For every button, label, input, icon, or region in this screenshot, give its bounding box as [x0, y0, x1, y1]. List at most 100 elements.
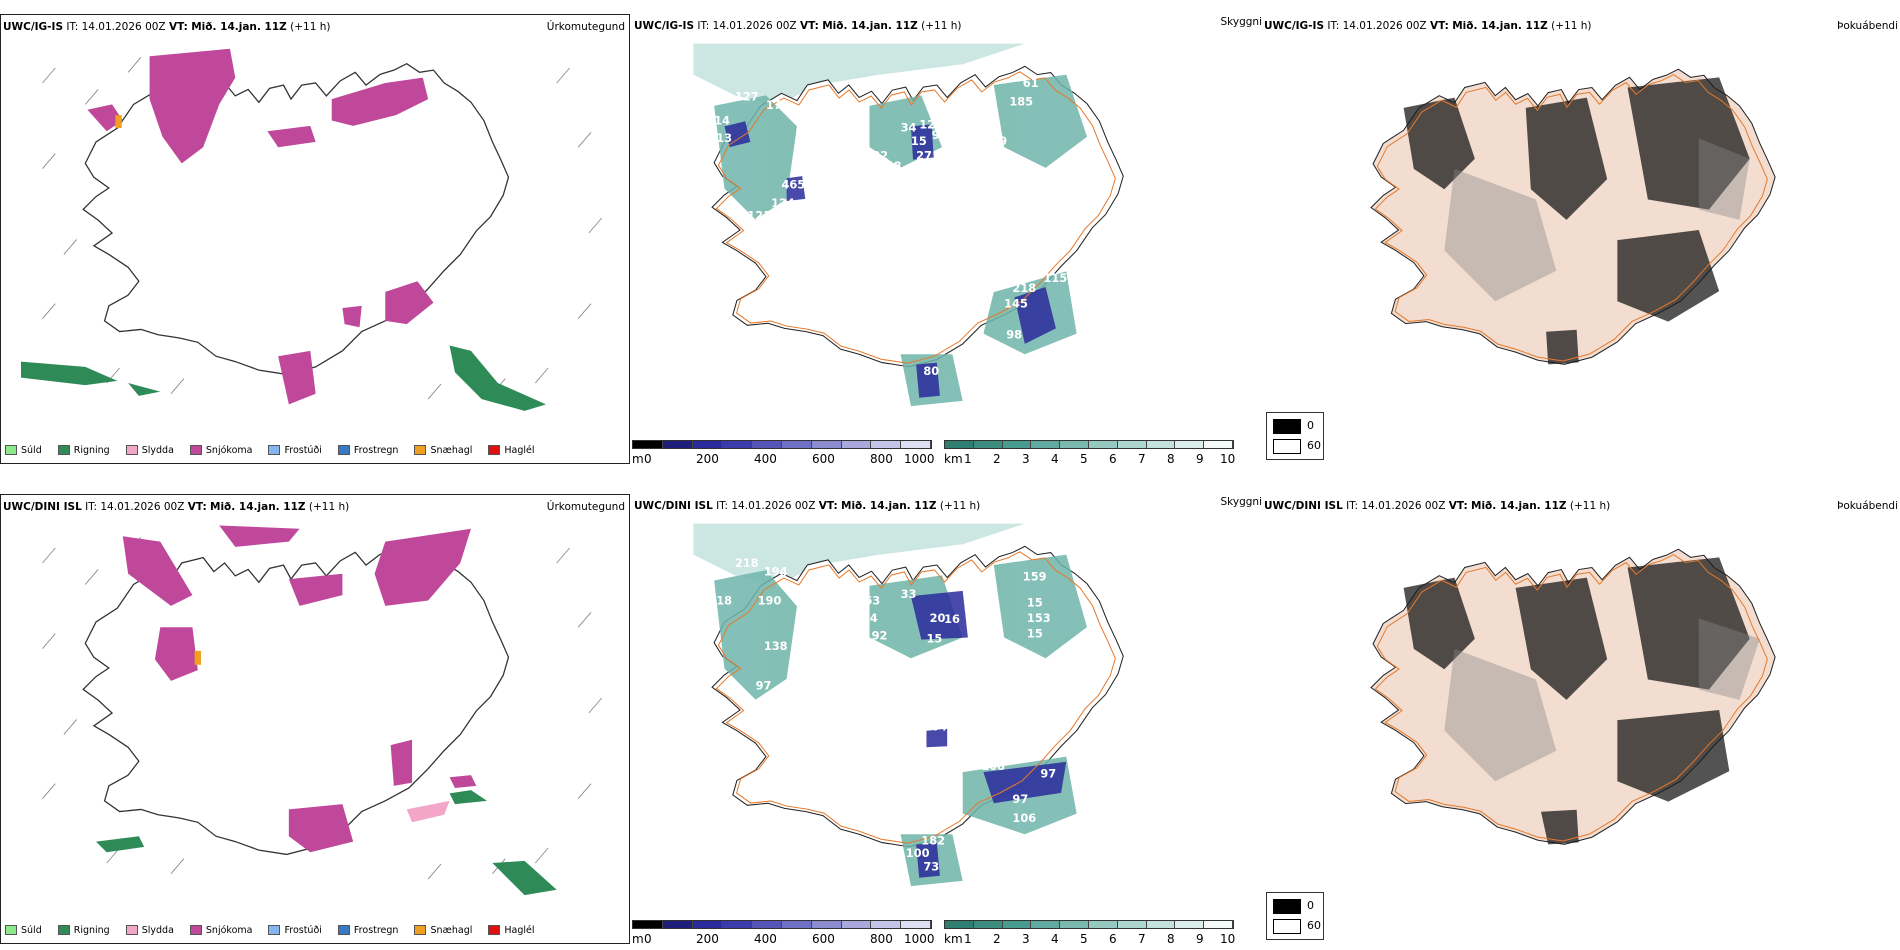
- sleet-areas: [406, 800, 450, 823]
- valid-time: Mið. 14.jan. 11Z: [822, 20, 918, 32]
- ceiling-value: 13: [961, 573, 977, 587]
- visibility-tick: 7: [1138, 452, 1146, 466]
- snow-grain-areas: [115, 115, 122, 128]
- legend-rain: Rigning: [57, 445, 110, 456]
- ceiling-value: 182: [921, 834, 945, 848]
- precip-map: [21, 48, 603, 411]
- legend-rain: Rigning: [57, 925, 110, 936]
- init-time: 14.01.2026 00Z: [100, 501, 185, 513]
- panel-header: UWC/DINI ISL IT: 14.01.2026 00Z VT: Mið.…: [634, 500, 980, 512]
- ceiling-value: 100: [906, 846, 930, 860]
- ceiling-value: 114: [854, 611, 878, 625]
- ceiling-tick: 0: [644, 452, 652, 466]
- ceiling-value: 124: [771, 196, 795, 210]
- legend-sleet: Slydda: [125, 925, 174, 936]
- visibility-tick: 4: [1051, 452, 1059, 466]
- precip-type-panel: UWC/IG-IS IT: 14.01.2026 00Z VT: Mið. 14…: [0, 14, 630, 464]
- visibility-scale: [944, 920, 1234, 929]
- precip-map: [42, 525, 603, 896]
- legend-freezing-drizzle: Frostúði: [268, 925, 322, 936]
- ceiling-scale: [632, 920, 932, 929]
- visibility-tick: 2: [993, 452, 1001, 466]
- snow-grain-areas: [194, 650, 201, 665]
- visibility-tick: 6: [1109, 932, 1117, 946]
- valid-time: Mið. 14.jan. 11Z: [210, 501, 306, 513]
- vt-label: VT:: [187, 501, 207, 513]
- ceiling-value: 15: [911, 134, 927, 148]
- visibility-tick: 3: [1022, 452, 1030, 466]
- ceiling-value: 16: [944, 612, 960, 626]
- it-label: IT:: [85, 501, 98, 513]
- legend-freezing-drizzle: Frostúði: [268, 445, 322, 456]
- it-label: IT:: [697, 20, 710, 32]
- fog-legend: 0 60: [1266, 412, 1324, 460]
- snow-areas: [122, 525, 477, 853]
- it-label: IT:: [1346, 500, 1359, 512]
- ceiling-value: 63: [864, 593, 880, 607]
- fog-indicator-panel: UWC/IG-IS IT: 14.01.2026 00Z VT: Mið. 14…: [1262, 0, 1900, 470]
- ceiling-value: 61: [1023, 76, 1039, 90]
- ceiling-unit: m: [632, 932, 644, 946]
- ceiling-value: 190: [758, 593, 782, 607]
- lead-time: (+11 h): [921, 20, 962, 32]
- visibility-tick: 6: [1109, 452, 1117, 466]
- legend-snow: Snjókoma: [189, 925, 252, 936]
- ceiling-value: 218: [735, 556, 759, 570]
- ceiling-value: 105: [968, 266, 992, 280]
- ceiling-value: 15: [926, 632, 942, 646]
- visibility-map: 127 178 170 14 13 465 124 121 100 102 12…: [693, 43, 1124, 407]
- it-label: IT:: [716, 500, 729, 512]
- panel-title: Skyggni: [1220, 496, 1263, 508]
- vt-label: VT:: [1448, 500, 1468, 512]
- lead-time: (+11 h): [308, 501, 350, 513]
- lead-time: (+11 h): [1551, 20, 1592, 32]
- bottom-row: UWC/DINI ISL IT: 14.01.2026 00Z VT: Mið.…: [0, 480, 1900, 950]
- ceiling-value: 115: [1044, 271, 1068, 285]
- fog-legend-max: 60: [1307, 919, 1321, 932]
- model-name: UWC/DINI ISL: [3, 501, 82, 513]
- model-name: UWC/DINI ISL: [634, 500, 713, 512]
- model-name: UWC/IG-IS: [634, 20, 695, 32]
- legend-freezing-rain: Frostregn: [337, 445, 398, 456]
- init-time: 14.01.2026 00Z: [81, 21, 166, 33]
- visibility-tick: 4: [1051, 932, 1059, 946]
- visibility-panel: UWC/IG-IS IT: 14.01.2026 00Z VT: Mið. 14…: [632, 0, 1324, 470]
- legend-drizzle: Súld: [5, 925, 42, 936]
- fog-legend: 0 60: [1266, 892, 1324, 940]
- panel-title: Úrkomutegund: [546, 21, 625, 33]
- visibility-tick: 9: [1196, 452, 1204, 466]
- panel-title: Þokuábendi: [1837, 20, 1898, 32]
- valid-time: Mið. 14.jan. 11Z: [1452, 20, 1548, 32]
- ceiling-value: 80: [923, 364, 939, 378]
- low-ceiling-areas: [724, 121, 1056, 398]
- panel-title: Þokuábendi: [1837, 500, 1898, 512]
- visibility-tick: 5: [1080, 452, 1088, 466]
- ceiling-scale: [632, 440, 932, 449]
- ceiling-value: 108: [981, 759, 1005, 773]
- ceiling-labels: 218 194 190 18 138 97 63 33 114 10 92 20…: [716, 556, 1056, 873]
- visibility-tick: 10: [1220, 452, 1236, 466]
- visibility-tick: 9: [1196, 932, 1204, 946]
- ceiling-tick: 200: [696, 932, 719, 946]
- lead-time: (+11 h): [939, 500, 981, 512]
- ceiling-value: 185: [1009, 95, 1033, 109]
- legend-snow-grains: Snæhagl: [414, 445, 472, 456]
- ceiling-tick: 600: [812, 452, 835, 466]
- panel-header: UWC/DINI ISL IT: 14.01.2026 00Z VT: Mið.…: [1264, 500, 1610, 512]
- visibility-map: 218 194 190 18 138 97 63 33 114 10 92 20…: [693, 523, 1124, 887]
- visibility-shade: [693, 523, 1025, 586]
- ceiling-tick: 0: [644, 932, 652, 946]
- low-ceiling-areas: [910, 590, 1067, 878]
- fog-dark-areas: [1403, 557, 1750, 845]
- model-name: UWC/IG-IS: [1264, 20, 1325, 32]
- ceiling-value: 25: [989, 149, 1005, 163]
- ceiling-value: 106: [1012, 811, 1036, 825]
- precip-legend: Súld Rigning Slydda Snjókoma Frostúði Fr…: [5, 921, 545, 939]
- ceiling-value: 73: [923, 860, 939, 874]
- visibility-tick: 1: [964, 452, 972, 466]
- fog-legend-min: 0: [1307, 899, 1314, 912]
- init-time: 14.01.2026 00Z: [712, 20, 797, 32]
- fog-map: [1370, 548, 1776, 845]
- panel-header: UWC/IG-IS IT: 14.01.2026 00Z VT: Mið. 14…: [3, 21, 330, 33]
- vt-label: VT:: [168, 21, 188, 33]
